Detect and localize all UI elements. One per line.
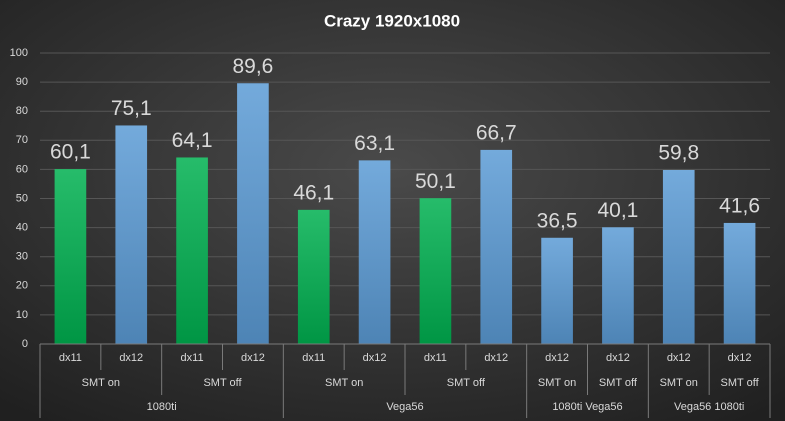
x-tick-label: dx11 — [302, 352, 325, 364]
bar-shade — [176, 157, 208, 344]
y-tick-label: 100 — [10, 47, 28, 59]
super-group-label: Vega56 — [386, 401, 423, 413]
y-tick-label: 40 — [16, 222, 28, 234]
y-tick-label: 10 — [16, 309, 28, 321]
bar-shade — [480, 149, 513, 344]
value-label: 50,1 — [415, 170, 456, 193]
x-tick-label: dx12 — [606, 352, 630, 364]
value-label: 41,6 — [719, 194, 760, 217]
bar-shade — [237, 83, 269, 344]
bar-shade — [297, 209, 330, 344]
value-label: 59,8 — [658, 142, 699, 165]
group-label: SMT off — [447, 377, 486, 389]
group-label: SMT on — [82, 377, 120, 389]
group-label: SMT on — [538, 377, 576, 389]
bar-shade — [662, 169, 695, 344]
x-tick-label: dx12 — [667, 352, 691, 364]
y-tick-label: 0 — [22, 338, 28, 350]
bar-shade — [419, 198, 452, 344]
group-label: SMT off — [599, 377, 638, 389]
value-label: 40,1 — [597, 199, 638, 222]
y-tick-label: 70 — [16, 134, 28, 146]
value-label: 63,1 — [354, 132, 395, 155]
value-label: 46,1 — [293, 181, 334, 204]
y-tick-label: 30 — [16, 251, 28, 263]
x-tick-label: dx12 — [728, 352, 752, 364]
super-group-label: Vega56 1080ti — [674, 401, 744, 413]
x-tick-label: dx12 — [484, 352, 508, 364]
bar-shade — [54, 169, 87, 344]
y-tick-label: 50 — [16, 192, 28, 204]
y-tick-label: 60 — [16, 163, 28, 175]
value-label: 66,7 — [476, 121, 517, 144]
chart-title: Crazy 1920x1080 — [324, 11, 460, 30]
super-group-label: 1080ti — [147, 401, 177, 413]
group-label: SMT off — [721, 377, 760, 389]
value-label: 36,5 — [537, 209, 578, 232]
super-group-label: 1080ti Vega56 — [552, 401, 622, 413]
bar-shade — [723, 222, 756, 344]
bar-shade — [115, 125, 148, 344]
y-tick-label: 80 — [16, 105, 28, 117]
x-tick-label: dx12 — [241, 352, 265, 364]
x-tick-label: dx11 — [59, 352, 82, 364]
y-tick-label: 20 — [16, 280, 28, 292]
y-tick-label: 90 — [16, 76, 28, 88]
group-label: SMT off — [203, 377, 242, 389]
value-label: 75,1 — [111, 97, 152, 120]
x-tick-label: dx12 — [363, 352, 387, 364]
bar-shade — [541, 237, 573, 344]
bar-shade — [602, 227, 634, 344]
x-tick-label: dx12 — [545, 352, 569, 364]
value-label: 60,1 — [50, 141, 91, 164]
bar-shade — [358, 160, 391, 344]
value-label: 64,1 — [172, 129, 213, 152]
value-label: 89,6 — [232, 55, 273, 78]
group-label: SMT on — [660, 377, 698, 389]
x-tick-label: dx11 — [424, 352, 447, 364]
x-tick-label: dx12 — [119, 352, 143, 364]
group-label: SMT on — [325, 377, 363, 389]
x-tick-label: dx11 — [181, 352, 204, 364]
